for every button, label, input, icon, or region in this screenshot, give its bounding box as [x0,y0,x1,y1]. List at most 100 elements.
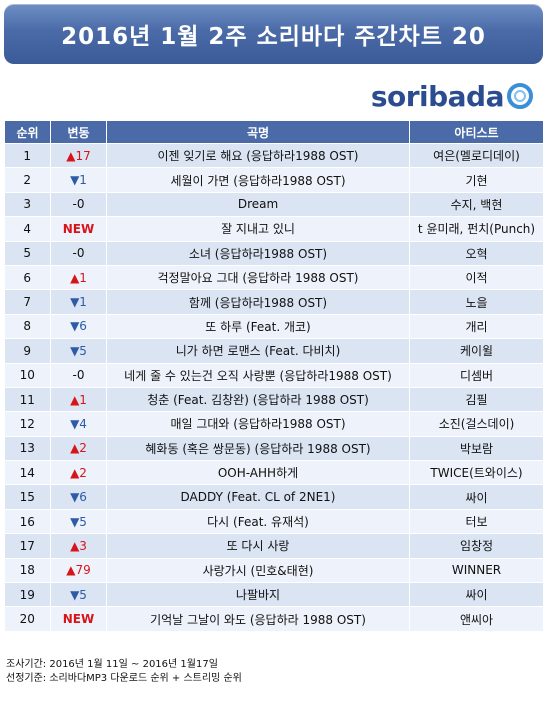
change-value: ▲1 [70,392,87,407]
table-row: 4 NEW 잘 지내고 있니 t 윤미래, 펀치(Punch) [4,216,544,242]
rank-cell: 12 [4,411,51,437]
rank-cell: 7 [4,289,51,315]
rank-cell: 14 [4,460,51,486]
selection-criteria: 선정기준: 소리바다MP3 다운로드 순위 + 스트리밍 순위 [6,673,242,684]
chart-table: 순위 변동 곡명 아티스트 1 ▲17 이젠 잊기로 해요 (응답하라1988 OS… [4,120,544,632]
rank-cell: 17 [4,533,51,559]
change-cell: ▲79 [50,558,107,584]
change-value: NEW [62,221,95,236]
change-cell: ▲1 [50,387,107,413]
change-cell: ▲17 [50,143,107,169]
change-value: ▲79 [66,563,91,578]
rank-cell: 16 [4,509,51,535]
song-cell: Dream [106,192,410,218]
artist-cell: 노을 [409,289,544,315]
change-cell: NEW [50,606,107,632]
table-row: 16 ▼5 다시 (Feat. 유재석) 터보 [4,509,544,535]
table-row: 17 ▲3 또 다시 사랑 임창정 [4,533,544,559]
song-cell: 소녀 (응답하라1988 OST) [106,241,410,266]
song-cell: 다시 (Feat. 유재석) [106,509,410,535]
rank-cell: 8 [4,314,51,340]
logo-text: soribada [370,79,505,113]
change-value: ▼1 [70,295,87,310]
artist-cell: 김필 [409,387,544,413]
artist-cell: 싸이 [409,484,544,510]
song-cell: 이젠 잊기로 해요 (응답하라1988 OST) [106,143,410,169]
table-row: 12 ▼4 매일 그대와 (응답하라1988 OST) 소진(걸스데이) [4,411,544,437]
title-bar: 2016년 1월 2주 소리바다 주간차트 20 [4,4,543,64]
change-cell: ▲2 [50,460,107,486]
artist-cell: 임창정 [409,533,544,559]
table-row: 11 ▲1 청춘 (Feat. 김창완) (응답하라 1988 OST) 김필 [4,387,544,413]
change-cell: ▼5 [50,582,107,608]
song-cell: 함께 (응답하라1988 OST) [106,289,410,315]
change-cell: ▼1 [50,289,107,315]
rank-cell: 6 [4,265,51,291]
artist-cell: 기현 [409,167,544,193]
artist-cell: 터보 [409,509,544,535]
change-cell: -0 [50,363,107,388]
change-cell: ▲3 [50,533,107,559]
table-row: 13 ▲2 혜화동 (혹은 쌍문동) (응답하라 1988 OST) 박보람 [4,436,544,462]
song-cell: 세월이 가면 (응답하라1988 OST) [106,167,410,193]
table-row: 18 ▲79 사랑가시 (민호&태현) WINNER [4,558,544,584]
song-cell: 또 하루 (Feat. 개코) [106,314,410,340]
change-cell: NEW [50,216,107,242]
rank-cell: 1 [4,143,51,169]
table-row: 6 ▲1 걱정말아요 그대 (응답하라 1988 OST) 이적 [4,265,544,291]
change-cell: ▼5 [50,338,107,364]
change-cell: ▲2 [50,436,107,462]
change-value: ▲1 [70,270,87,285]
change-value: -0 [72,368,85,383]
song-cell: OOH-AHH하게 [106,460,410,486]
table-row: 15 ▼6 DADDY (Feat. CL of 2NE1) 싸이 [4,484,544,510]
artist-cell: 여은(멜로디데이) [409,143,544,169]
rank-cell: 2 [4,167,51,193]
table-row: 5 -0 소녀 (응답하라1988 OST) 오혁 [4,241,544,266]
artist-cell: 이적 [409,265,544,291]
song-cell: 나팔바지 [106,582,410,608]
artist-cell: 개리 [409,314,544,340]
survey-period: 조사기간: 2016년 1월 11일 ~ 2016년 1월17일 [6,659,218,670]
artist-cell: 수지, 백현 [409,192,544,218]
header-row: 순위 변동 곡명 아티스트 [4,120,544,144]
song-cell: 청춘 (Feat. 김창완) (응답하라 1988 OST) [106,387,410,413]
change-value: -0 [72,246,85,261]
artist-cell: 케이윌 [409,338,544,364]
header-change: 변동 [50,120,107,144]
change-value: NEW [62,612,95,627]
header-artist: 아티스트 [409,120,544,144]
change-cell: ▼5 [50,509,107,535]
rank-cell: 15 [4,484,51,510]
artist-cell: 싸이 [409,582,544,608]
table-row: 7 ▼1 함께 (응답하라1988 OST) 노을 [4,289,544,315]
logo-circle-icon [507,83,533,109]
header-song: 곡명 [106,120,410,144]
rank-cell: 13 [4,436,51,462]
table-row: 1 ▲17 이젠 잊기로 해요 (응답하라1988 OST) 여은(멜로디데이) [4,143,544,169]
change-cell: ▼6 [50,314,107,340]
rank-cell: 18 [4,558,51,584]
artist-cell: 디셈버 [409,363,544,388]
change-value: ▲2 [70,465,87,480]
song-cell: 걱정말아요 그대 (응답하라 1988 OST) [106,265,410,291]
table-row: 3 -0 Dream 수지, 백현 [4,192,544,218]
artist-cell: 오혁 [409,241,544,266]
table-row: 20 NEW 기억날 그날이 와도 (응답하라 1988 OST) 앤씨아 [4,606,544,632]
soribada-logo: soribada [371,79,533,113]
artist-cell: 박보람 [409,436,544,462]
table-row: 14 ▲2 OOH-AHH하게 TWICE(트와이스) [4,460,544,486]
song-cell: 사랑가시 (민호&태현) [106,558,410,584]
artist-cell: TWICE(트와이스) [409,460,544,486]
change-value: ▲2 [70,441,87,456]
change-cell: ▼6 [50,484,107,510]
song-cell: 니가 하면 로맨스 (Feat. 다비치) [106,338,410,364]
song-cell: DADDY (Feat. CL of 2NE1) [106,484,410,510]
change-value: ▼1 [70,173,87,188]
rank-cell: 3 [4,192,51,218]
song-cell: 네게 줄 수 있는건 오직 사랑뿐 (응답하라1988 OST) [106,363,410,388]
table-row: 8 ▼6 또 하루 (Feat. 개코) 개리 [4,314,544,340]
artist-cell: 소진(걸스데이) [409,411,544,437]
rank-cell: 5 [4,241,51,266]
change-cell: -0 [50,241,107,266]
